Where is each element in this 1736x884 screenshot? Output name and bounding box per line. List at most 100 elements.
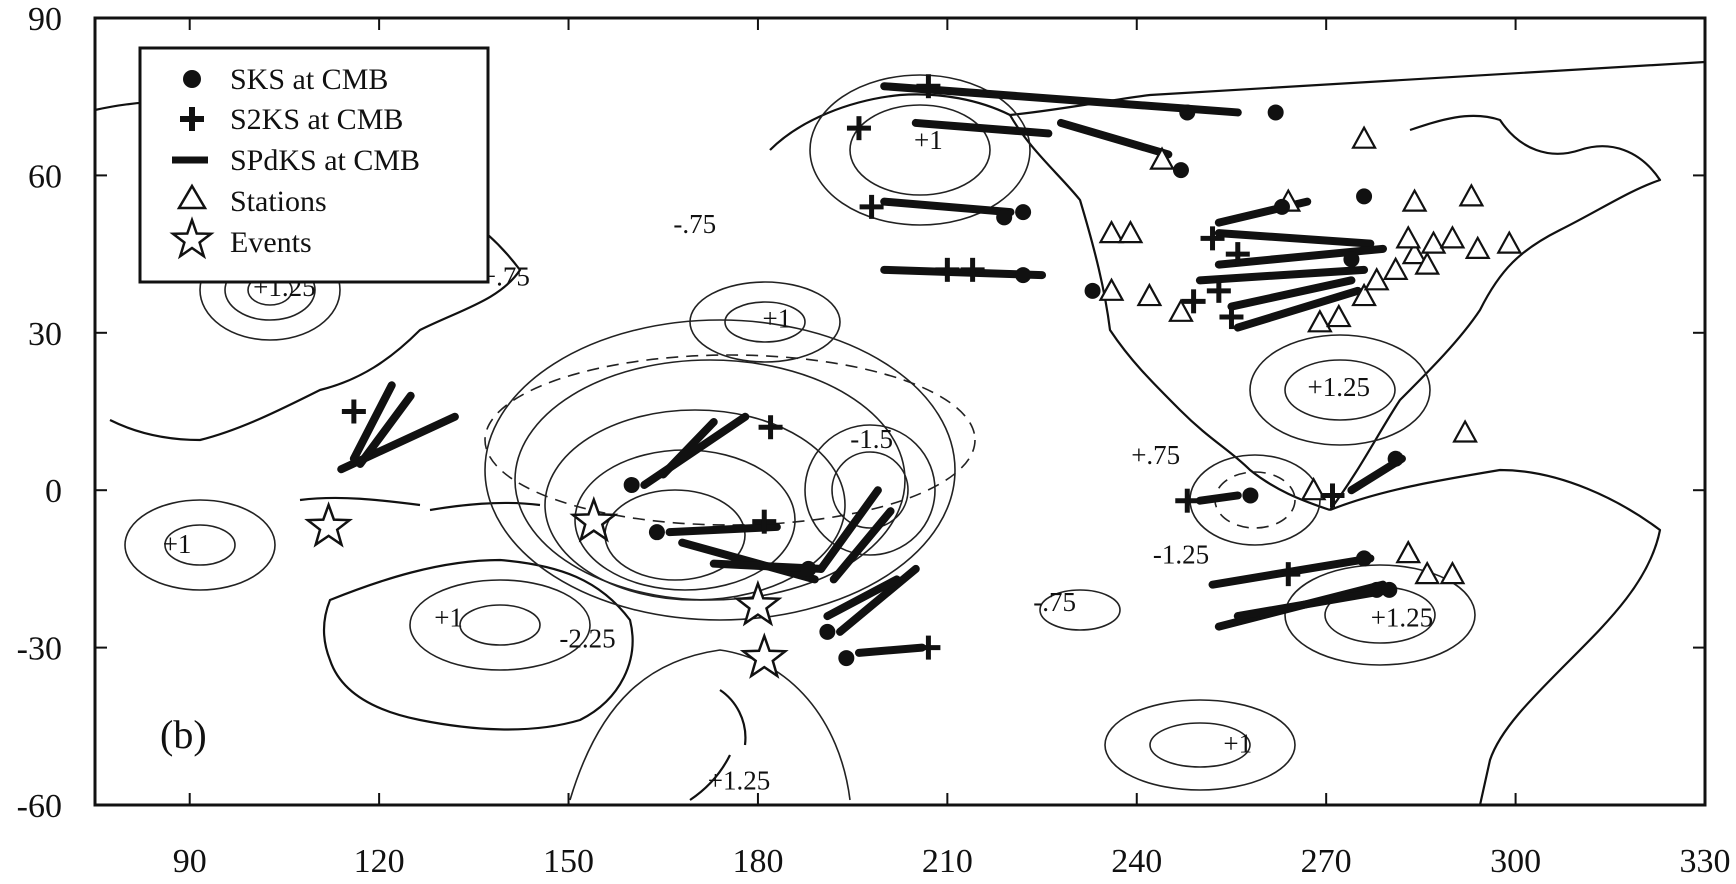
- station-markers: [1098, 125, 1523, 585]
- contour-ring: [804, 424, 936, 556]
- legend-label-stations: Stations: [230, 185, 327, 218]
- axis-ticks: [95, 17, 1706, 806]
- station-marker: [1307, 309, 1333, 333]
- contour-ring: [459, 604, 541, 646]
- station-marker: [1395, 225, 1422, 249]
- coast-north-america-east: [1329, 114, 1662, 511]
- s2ks-point: [916, 74, 941, 99]
- contour-open: [569, 649, 851, 801]
- sks-point: [1172, 162, 1189, 179]
- y-tick-label: 90: [28, 1, 62, 38]
- spdks-segment: [1057, 118, 1173, 159]
- station-marker: [1458, 183, 1485, 207]
- sks-point: [1179, 104, 1196, 121]
- contour-ring: [1149, 722, 1251, 768]
- sks-point: [1387, 450, 1404, 467]
- legend-label-sks: SKS at CMB: [230, 63, 388, 96]
- coastlines: [94, 60, 1706, 806]
- spdks-segment: [665, 522, 781, 537]
- s2ks-point: [1276, 562, 1301, 587]
- s2ks-point: [1206, 278, 1231, 303]
- sks-point: [1356, 188, 1373, 205]
- legend-label-spdks: SPdKS at CMB: [230, 144, 420, 177]
- contour-label: +1: [163, 529, 192, 559]
- event-marker: [733, 579, 783, 627]
- spdks-segment: [659, 417, 718, 479]
- x-tick-label: 90: [173, 843, 207, 880]
- station-marker: [1401, 188, 1428, 212]
- s2ks-point: [341, 399, 366, 424]
- contour-ring: [831, 451, 909, 529]
- contour-ring: [1249, 334, 1431, 446]
- plus-icon: [180, 107, 204, 131]
- s2ks-markers: [341, 74, 1345, 660]
- spdks-segment: [1233, 585, 1394, 621]
- contour-ring: [1039, 589, 1121, 631]
- spdks-segment: [817, 486, 882, 573]
- contour-label: +1: [763, 304, 792, 334]
- spdks-segment: [1233, 286, 1362, 332]
- station-marker: [1325, 303, 1352, 328]
- x-tick-label: 180: [732, 843, 783, 880]
- spdks-segment: [829, 507, 895, 584]
- sks-point: [819, 623, 836, 640]
- station-marker: [1414, 251, 1441, 275]
- station-marker: [1351, 125, 1377, 149]
- station-marker: [1395, 539, 1422, 564]
- triangle-icon: [176, 183, 208, 210]
- x-tick-label: 270: [1301, 843, 1352, 880]
- station-marker: [1300, 476, 1327, 501]
- contour-label: +1.25: [1371, 603, 1433, 633]
- contour-ring: [544, 409, 846, 601]
- station-marker: [1452, 419, 1478, 443]
- x-tick-label: 240: [1111, 843, 1162, 880]
- spdks-markers: [337, 82, 1406, 657]
- sks-point: [1381, 581, 1398, 598]
- sks-point: [1015, 267, 1032, 284]
- spdks-segment: [1195, 491, 1242, 505]
- event-marker: [739, 632, 789, 679]
- x-tick-label: 210: [922, 843, 973, 880]
- sks-markers: [623, 104, 1404, 667]
- contour-label: +1: [1223, 729, 1252, 759]
- contour-ring: [409, 579, 591, 671]
- circle-icon: [183, 70, 201, 88]
- spdks-segment: [880, 82, 1242, 117]
- coast-indonesia: [299, 496, 541, 512]
- contour-ring: [849, 104, 991, 196]
- contour-label: -.75: [1033, 587, 1076, 617]
- s2ks-point: [752, 509, 777, 534]
- contour-ring-dashed: [484, 354, 976, 526]
- station-marker: [1382, 256, 1409, 280]
- sks-point: [838, 650, 855, 667]
- spdks-segment: [854, 643, 927, 657]
- spdks-segment: [1214, 229, 1375, 248]
- coast-new-zealand: [689, 689, 747, 801]
- station-marker: [1464, 235, 1491, 259]
- x-tick-label: 150: [543, 843, 594, 880]
- s2ks-point: [1200, 226, 1225, 251]
- sks-point: [623, 476, 640, 493]
- x-tick-label: 330: [1680, 843, 1731, 880]
- sks-point: [1084, 282, 1101, 299]
- contour-labels: +1.25 +.75-.75+1+1-1.5+.75+1.25-1.25+1+1-…: [163, 125, 1433, 795]
- coast-south-america: [1329, 468, 1662, 806]
- contour-ring: [484, 319, 956, 621]
- contour-ring: [124, 499, 276, 591]
- star-icon: [169, 216, 215, 260]
- contour-ring: [1284, 359, 1396, 421]
- station-marker: [1098, 219, 1125, 244]
- spdks-segment: [836, 564, 920, 636]
- station-marker: [1496, 230, 1523, 254]
- station-marker: [1098, 277, 1125, 301]
- spdks-segment: [823, 575, 901, 621]
- sks-point: [1015, 204, 1032, 221]
- spdks-segment: [880, 197, 1015, 217]
- s2ks-point: [1181, 289, 1206, 314]
- y-tick-label: 60: [28, 158, 62, 195]
- contour-label: +.75: [1131, 440, 1180, 470]
- contour-label: +1.25: [1308, 372, 1370, 402]
- station-marker: [1414, 560, 1441, 585]
- contour-ring: [809, 74, 1031, 226]
